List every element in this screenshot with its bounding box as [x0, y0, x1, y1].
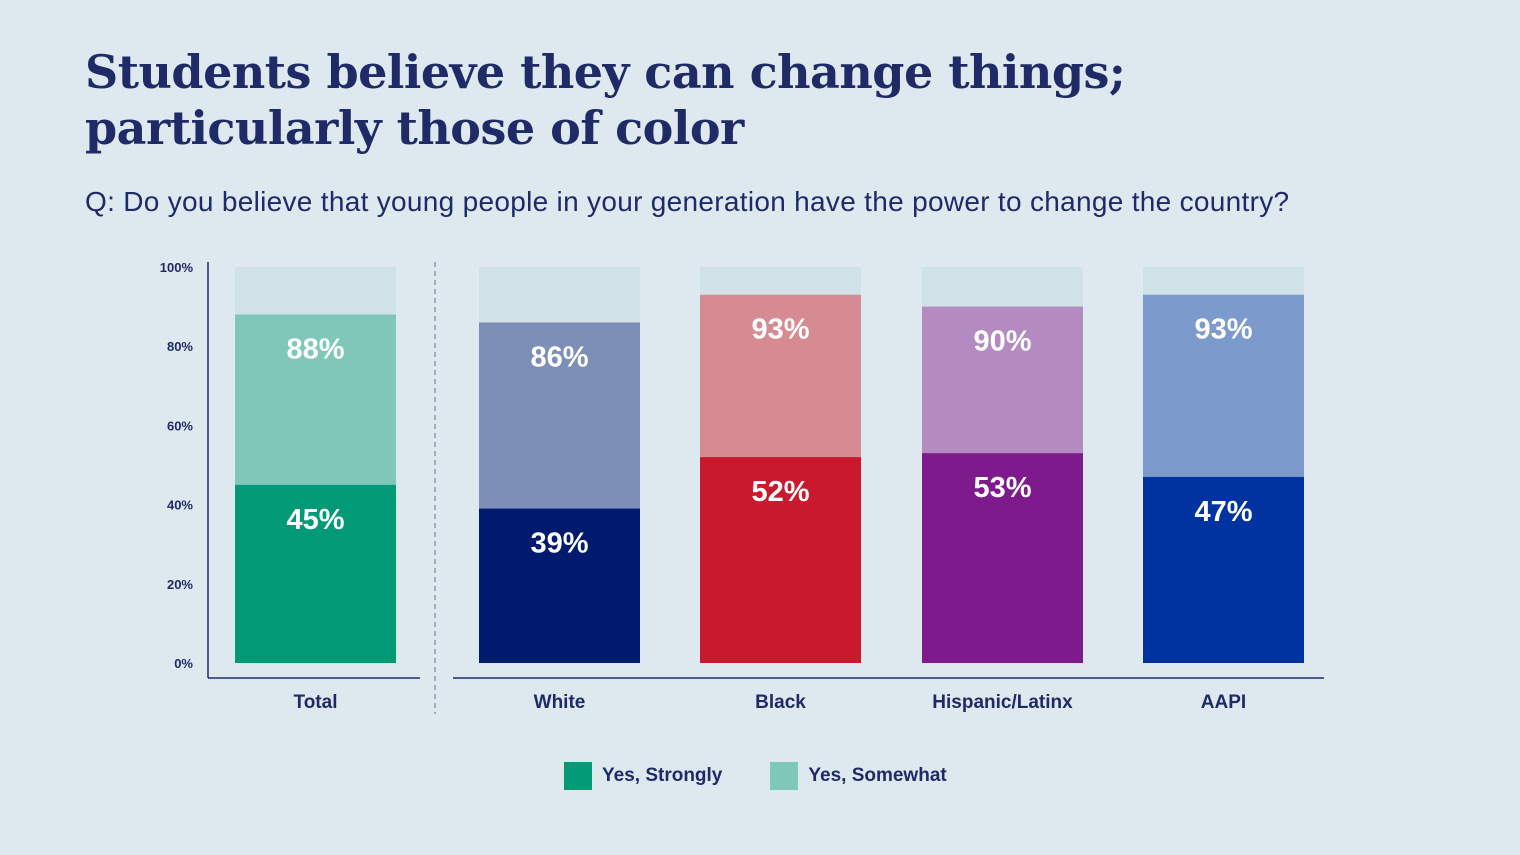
bar-somewhat: [922, 306, 1083, 454]
legend: Yes, Strongly Yes, Somewhat: [564, 762, 995, 790]
legend-swatch-somewhat: [770, 762, 799, 790]
legend-item-strongly: Yes, Strongly: [564, 762, 722, 790]
y-tick-label: 80%: [167, 339, 193, 354]
category-label: AAPI: [1201, 692, 1246, 713]
title-line-1: Students believe they can change things;: [85, 45, 1126, 99]
bar-strongly: [235, 484, 396, 663]
data-label-strongly: 52%: [751, 476, 809, 508]
data-label-total: 86%: [530, 341, 588, 373]
category-label: Hispanic/Latinx: [932, 692, 1073, 713]
category-label: Total: [294, 692, 338, 713]
y-tick-label: 20%: [167, 577, 193, 592]
bar-strongly: [922, 453, 1083, 663]
data-label-total: 93%: [1194, 314, 1252, 346]
title-line-2: particularly those of color: [85, 101, 744, 155]
bar-somewhat: [235, 314, 396, 485]
legend-swatch-strongly: [564, 762, 592, 790]
category-label: White: [534, 692, 586, 713]
data-label-strongly: 45%: [286, 504, 344, 536]
data-label-total: 90%: [973, 326, 1031, 358]
category-label: Black: [755, 692, 806, 713]
chart-title: Students believe they can change things;…: [85, 44, 1285, 156]
y-tick-label: 60%: [167, 418, 193, 433]
bar-somewhat: [479, 322, 640, 509]
data-label-strongly: 47%: [1194, 496, 1252, 528]
survey-question: Q: Do you believe that young people in y…: [85, 186, 1290, 217]
legend-label-strongly: Yes, Strongly: [602, 765, 723, 786]
bar-strongly: [700, 457, 861, 663]
data-label-total: 88%: [286, 334, 344, 366]
y-tick-label: 0%: [174, 656, 193, 671]
bar-strongly: [1143, 476, 1304, 663]
y-tick-label: 100%: [160, 260, 194, 275]
y-tick-label: 40%: [167, 498, 193, 513]
bar-somewhat: [700, 294, 861, 458]
legend-label-somewhat: Yes, Somewhat: [808, 765, 947, 786]
bar-strongly: [479, 508, 640, 663]
bar-somewhat: [1143, 294, 1304, 477]
data-label-strongly: 53%: [973, 472, 1031, 504]
legend-item-somewhat: Yes, Somewhat: [770, 762, 947, 790]
data-label-total: 93%: [751, 314, 809, 346]
data-label-strongly: 39%: [530, 528, 588, 560]
